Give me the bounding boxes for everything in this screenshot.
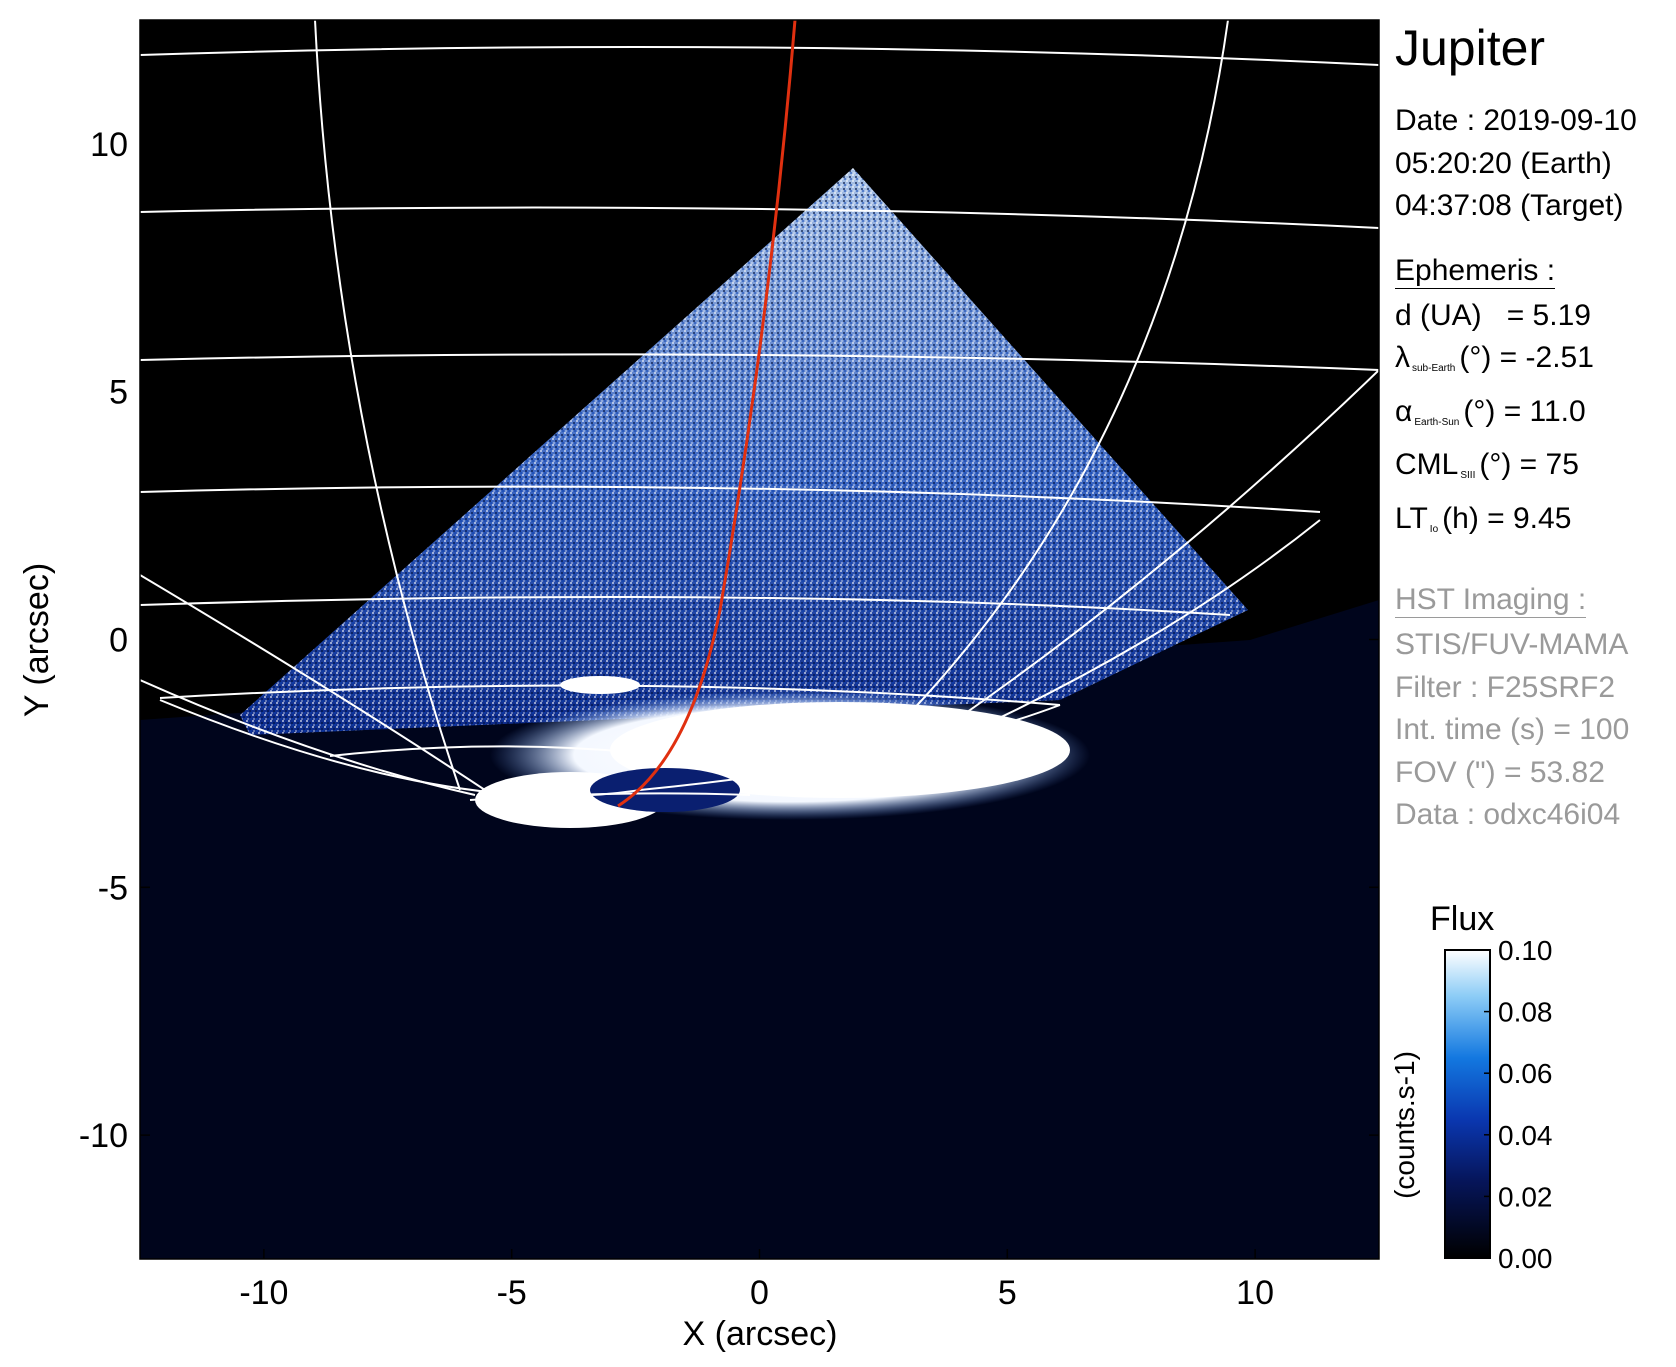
ephemeris-header: Ephemeris : (1395, 253, 1556, 289)
hst-data-id: Data : odxc46i04 (1395, 798, 1621, 831)
y-tick-label: -10 (79, 1117, 128, 1155)
colorbar-unit: (counts.s-1) (1389, 1051, 1420, 1199)
hst-filter: Filter : F25SRF2 (1395, 670, 1616, 704)
info-panel: Jupiter Date : 2019-09-10 05:20:20 (Eart… (1395, 18, 1675, 837)
plot-area (140, 20, 1379, 1259)
ephem-lambda: λ sub-Earth (°) = -2.51 (1395, 341, 1594, 374)
x-axis-label: X (arcsec) (683, 1315, 838, 1353)
x-tick-label: 5 (998, 1274, 1017, 1312)
ephem-lt: LT Io (h) = 9.45 (1395, 501, 1572, 535)
hst-instrument: STIS/FUV-MAMA (1395, 628, 1629, 661)
x-tick-label: 0 (750, 1274, 769, 1312)
colorbar-tick-label: 0.08 (1498, 997, 1553, 1028)
y-axis-label: Y (arcsec) (18, 563, 56, 717)
colorbar-tick-label: 0.04 (1498, 1120, 1553, 1151)
x-tick-label: -5 (497, 1274, 527, 1312)
colorbar (1444, 949, 1491, 1259)
date-block: Date : 2019-09-10 05:20:20 (Earth) 04:37… (1395, 100, 1675, 228)
y-tick-label: 5 (109, 374, 128, 412)
planet-title: Jupiter (1395, 20, 1546, 76)
date-line: Date : 2019-09-10 (1395, 104, 1637, 137)
colorbar-tick-label: 0.00 (1498, 1243, 1553, 1274)
colorbar-tick-label: 0.06 (1498, 1058, 1553, 1089)
colorbar-title: Flux (1430, 900, 1495, 938)
ephem-alpha: α Earth-Sun (°) = 11.0 (1395, 394, 1586, 428)
y-tick-label: 0 (109, 622, 128, 660)
hst-block: HST Imaging : STIS/FUV-MAMA Filter : F25… (1395, 571, 1675, 837)
y-tick-label: 10 (90, 126, 128, 164)
colorbar-ticks: 0.00 0.02 0.04 0.06 0.08 0.10 (1484, 935, 1553, 1274)
colorbar-tick-label: 0.02 (1498, 1181, 1553, 1212)
y-tick-label: -5 (98, 869, 128, 907)
ephem-d: d (UA) = 5.19 (1395, 298, 1591, 332)
y-ticks: 10 5 0 -5 -10 (79, 126, 1379, 1155)
x-ticks: -10 -5 0 5 10 (239, 20, 1274, 1312)
earth-time-line: 05:20:20 (Earth) (1395, 146, 1612, 180)
ephem-cml: CML SIII (°) = 75 (1395, 448, 1579, 481)
x-tick-label: -10 (239, 1274, 288, 1312)
colorbar-tick-label: 0.10 (1498, 935, 1553, 966)
hst-header: HST Imaging : (1395, 583, 1587, 618)
ephemeris-block: Ephemeris : d (UA) = 5.19 λ sub-Earth (°) … (1395, 242, 1675, 552)
footpath-line (617, 20, 797, 808)
x-tick-label: 10 (1236, 1274, 1274, 1312)
target-time-line: 04:37:08 (Target) (1395, 189, 1624, 222)
hst-int-time: Int. time (s) = 100 (1395, 713, 1630, 746)
hst-fov: FOV (") = 53.82 (1395, 755, 1605, 789)
